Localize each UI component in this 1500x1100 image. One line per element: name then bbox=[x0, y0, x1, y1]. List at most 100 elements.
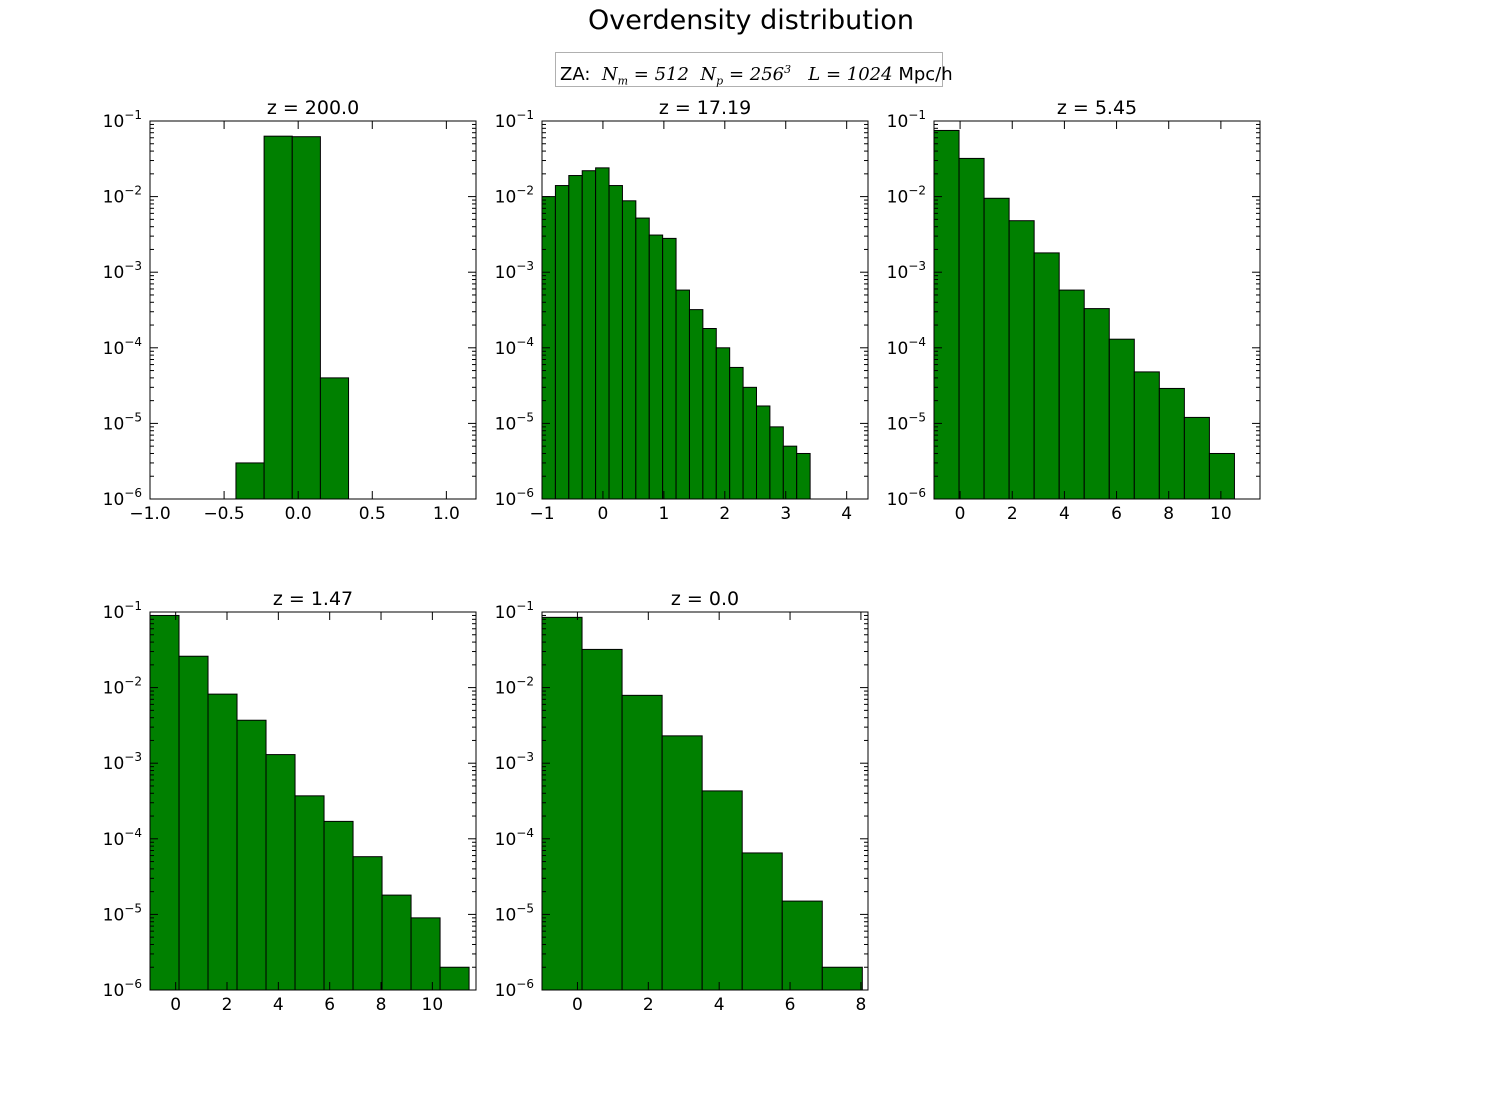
x-tick-label: 0 bbox=[955, 504, 966, 524]
histogram-bar bbox=[1158, 387, 1185, 500]
x-tick-label: 10 bbox=[422, 995, 444, 1015]
histogram-bar bbox=[1083, 308, 1110, 500]
histogram-bar bbox=[554, 185, 570, 500]
histogram-bar bbox=[568, 175, 583, 500]
legend-prefix: ZA: bbox=[560, 64, 591, 85]
x-tick-label: 3 bbox=[780, 504, 791, 524]
axes-frame bbox=[149, 120, 477, 500]
figure-title: Overdensity distribution bbox=[588, 5, 914, 36]
x-tick-label: 8 bbox=[1163, 504, 1174, 524]
axes-frame bbox=[149, 611, 477, 991]
panel-5: 10−6 10−5 10−4 10−3 10−2 10−1 0 2 4 6 8 z = 0.0 bbox=[495, 588, 869, 1015]
histogram-bar bbox=[381, 894, 412, 991]
histogram-bar bbox=[236, 719, 267, 991]
x-tick-label: 6 bbox=[1111, 504, 1122, 524]
x-tick-label: 0.0 bbox=[285, 504, 312, 524]
legend-l-symbol: L bbox=[808, 64, 821, 85]
y-tick-label: 10−1 bbox=[887, 108, 926, 132]
x-tick-label: 1 bbox=[658, 504, 669, 524]
x-tick-label: 4 bbox=[273, 995, 284, 1015]
y-tick-label: 10−6 bbox=[495, 486, 534, 510]
x-tick-label: 8 bbox=[376, 995, 387, 1015]
y-tick-label: 10−6 bbox=[495, 977, 534, 1001]
histogram-bar bbox=[319, 377, 350, 500]
x-tick-label: 0 bbox=[598, 504, 609, 524]
histogram-bar bbox=[661, 735, 703, 991]
panel-4: 10−6 10−5 10−4 10−3 10−2 10−1 0 2 4 6 8 10 z = 1.47 bbox=[103, 588, 477, 1015]
y-tick-label: 10−3 bbox=[495, 750, 534, 774]
histogram-bar bbox=[715, 347, 731, 500]
histogram-bar bbox=[755, 405, 771, 500]
histogram-bar bbox=[1183, 416, 1210, 500]
x-tick-label: 2 bbox=[222, 995, 233, 1015]
histogram-bar bbox=[983, 197, 1010, 500]
legend-np-value: = 256 bbox=[728, 64, 785, 85]
y-tick-label: 10−6 bbox=[887, 486, 926, 510]
x-tick-label: 2 bbox=[719, 504, 730, 524]
x-tick-label: −0.5 bbox=[203, 504, 244, 524]
y-tick-label: 10−4 bbox=[887, 335, 926, 359]
y-tick-label: 10−4 bbox=[103, 335, 142, 359]
x-tick-label: 2 bbox=[1007, 504, 1018, 524]
x-tick-label: 6 bbox=[324, 995, 335, 1015]
y-tick-label: 10−2 bbox=[495, 184, 534, 208]
panel-title: z = 0.0 bbox=[671, 588, 739, 610]
x-tick-label: −1.0 bbox=[129, 504, 170, 524]
histogram-bar bbox=[410, 917, 441, 991]
y-tick-label: 10−6 bbox=[103, 977, 142, 1001]
histogram-bar bbox=[701, 790, 743, 991]
axes-frame bbox=[541, 120, 869, 500]
legend-np-symbol: N bbox=[700, 64, 717, 85]
x-tick-label: −1 bbox=[529, 504, 554, 524]
histogram-bar bbox=[1058, 289, 1085, 500]
legend-np-sup: 3 bbox=[784, 63, 792, 76]
x-tick-label: 4 bbox=[714, 995, 725, 1015]
y-tick-label: 10−5 bbox=[103, 901, 142, 925]
legend-box: ZA: Nm = 512 Np = 2563 L = 1024 Mpc/h bbox=[555, 52, 953, 88]
histogram-bar bbox=[608, 185, 623, 500]
y-tick-label: 10−2 bbox=[887, 184, 926, 208]
histogram-bar bbox=[662, 237, 677, 500]
histogram-bar bbox=[675, 289, 690, 500]
panel-2: 10−6 10−5 10−4 10−3 10−2 10−1 −1 0 1 2 3 4 z = 17.19 bbox=[495, 97, 869, 524]
histogram-bar bbox=[958, 157, 985, 500]
x-tick-label: 10 bbox=[1210, 504, 1232, 524]
histogram-bar bbox=[291, 136, 321, 500]
histogram-bar bbox=[796, 452, 811, 500]
y-tick-label: 10−1 bbox=[495, 108, 534, 132]
y-tick-label: 10−5 bbox=[103, 410, 142, 434]
x-tick-label: 1.0 bbox=[433, 504, 460, 524]
y-tick-label: 10−3 bbox=[103, 259, 142, 283]
histogram-bar bbox=[323, 820, 354, 991]
x-tick-label: 4 bbox=[841, 504, 852, 524]
histogram-bar bbox=[581, 648, 623, 991]
histogram-bar bbox=[1133, 371, 1160, 500]
y-tick-label: 10−5 bbox=[495, 901, 534, 925]
y-tick-label: 10−5 bbox=[495, 410, 534, 434]
y-tick-label: 10−2 bbox=[495, 675, 534, 699]
x-tick-label: 2 bbox=[643, 995, 654, 1015]
y-tick-label: 10−4 bbox=[495, 826, 534, 850]
histogram-bar bbox=[541, 616, 583, 991]
legend-nm-sub: m bbox=[617, 74, 629, 88]
histogram-bar bbox=[1008, 220, 1035, 500]
histogram-bar bbox=[621, 200, 637, 500]
histogram-bar bbox=[702, 328, 717, 500]
y-tick-label: 10−3 bbox=[887, 259, 926, 283]
panel-3: 10−6 10−5 10−4 10−3 10−2 10−1 0 2 4 6 8 10 z = 5.45 bbox=[887, 97, 1261, 524]
x-tick-label: 0 bbox=[170, 995, 181, 1015]
x-tick-label: 8 bbox=[855, 995, 866, 1015]
histogram-bar bbox=[648, 234, 664, 500]
panel-title: z = 1.47 bbox=[273, 588, 353, 610]
histogram-bar bbox=[729, 366, 744, 500]
panel-title: z = 200.0 bbox=[267, 97, 359, 119]
x-tick-label: 4 bbox=[1059, 504, 1070, 524]
histogram-bar bbox=[688, 309, 704, 500]
legend-l-value: = 1024 bbox=[825, 64, 893, 85]
histogram-bar bbox=[263, 135, 293, 500]
legend-unit: Mpc/h bbox=[898, 64, 953, 85]
histogram-bar bbox=[294, 795, 325, 991]
histogram-bar bbox=[781, 900, 823, 991]
y-tick-label: 10−2 bbox=[103, 675, 142, 699]
